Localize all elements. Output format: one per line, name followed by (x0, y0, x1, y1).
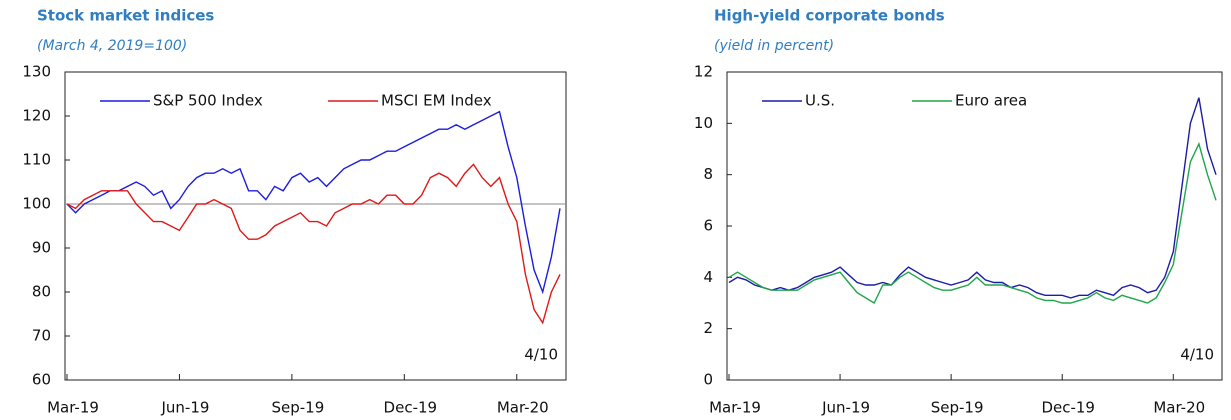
y-tick-label: 70 (32, 327, 51, 345)
chart-title: High-yield corporate bonds (714, 7, 945, 25)
plot-frame (726, 71, 1223, 381)
x-tick-label: Dec-19 (384, 399, 438, 417)
x-tick-label: Dec-19 (1041, 399, 1095, 417)
legend-label: S&P 500 Index (153, 92, 263, 110)
y-tick-label: 0 (703, 371, 713, 389)
y-tick-label: 2 (703, 319, 713, 337)
legend-label: Euro area (955, 92, 1027, 110)
x-tick-label: Mar-19 (709, 399, 761, 417)
plot-frame (64, 71, 567, 381)
chart-title: Stock market indices (37, 7, 214, 25)
series-line (728, 97, 1217, 299)
x-tick-label: Jun-19 (821, 399, 870, 417)
y-tick-label: 12 (694, 63, 713, 81)
annotation: 4/10 (524, 346, 558, 364)
y-tick-label: 6 (703, 217, 713, 235)
annotation: 4/10 (1180, 346, 1214, 364)
x-tick-label: Mar-19 (47, 399, 99, 417)
y-tick-label: 130 (22, 63, 51, 81)
y-tick-label: 4 (703, 268, 713, 286)
y-tick-label: 120 (22, 107, 51, 125)
y-tick-label: 100 (22, 195, 51, 213)
y-tick-label: 80 (32, 283, 51, 301)
series-line (66, 110, 561, 295)
legend-label: MSCI EM Index (381, 92, 492, 110)
x-tick-label: Mar-20 (1153, 399, 1205, 417)
chart-subtitle: (March 4, 2019=100) (37, 38, 187, 54)
y-tick-label: 110 (22, 151, 51, 169)
x-tick-label: Mar-20 (497, 399, 549, 417)
y-tick-label: 90 (32, 239, 51, 257)
chart-subtitle: (yield in percent) (714, 38, 834, 54)
y-tick-label: 8 (703, 165, 713, 183)
x-tick-label: Sep-19 (271, 399, 324, 417)
y-tick-label: 10 (694, 114, 713, 132)
y-tick-label: 60 (32, 371, 51, 389)
x-tick-label: Sep-19 (931, 399, 984, 417)
x-tick-label: Jun-19 (160, 399, 209, 417)
series-line (728, 141, 1217, 304)
series-line (66, 163, 561, 325)
legend-label: U.S. (805, 92, 835, 110)
